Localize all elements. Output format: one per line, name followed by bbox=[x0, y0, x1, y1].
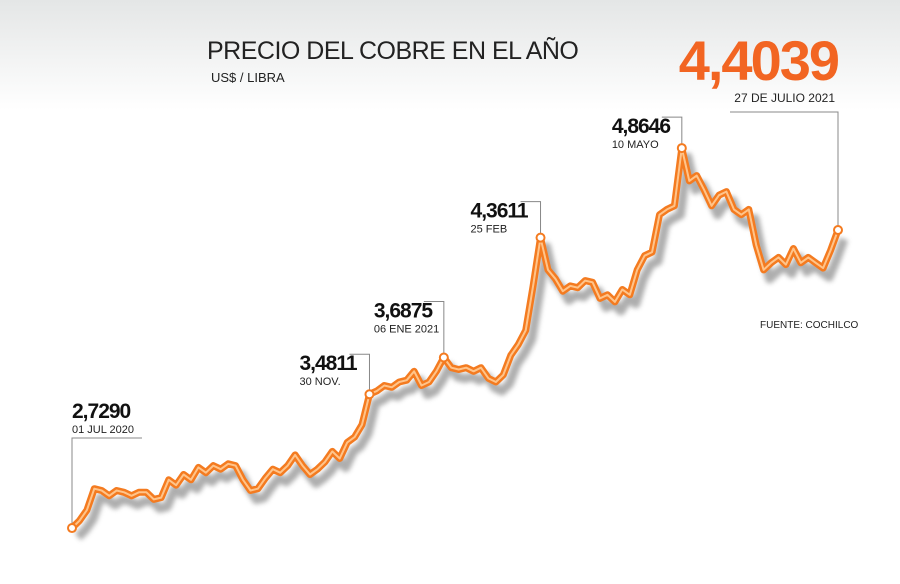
leader-line bbox=[423, 301, 445, 358]
leader-line bbox=[730, 111, 839, 231]
chart-title: PRECIO DEL COBRE EN EL AÑO bbox=[207, 36, 578, 65]
leader-line bbox=[520, 201, 542, 238]
headline-value: 4,4039 bbox=[679, 29, 839, 92]
annotation-date: 01 JUL 2020 bbox=[72, 424, 134, 436]
line-shadow bbox=[74, 152, 849, 541]
annotation-value: 3,4811 bbox=[299, 352, 357, 375]
annotation-marker bbox=[535, 232, 546, 243]
leader-line bbox=[349, 353, 370, 395]
annotation-date: 06 ENE 2021 bbox=[374, 324, 439, 336]
annotation-value: 4,3611 bbox=[471, 200, 529, 223]
annotation-marker bbox=[438, 352, 449, 363]
headline-date: 27 DE JULIO 2021 bbox=[734, 91, 835, 105]
annotation-marker bbox=[67, 523, 77, 534]
annotation-date: 10 MAYO bbox=[612, 139, 659, 151]
annotation-marker bbox=[833, 225, 843, 236]
annotation-marker bbox=[364, 389, 375, 400]
leader-line bbox=[71, 437, 142, 529]
leader-line bbox=[661, 116, 683, 149]
annotation-value: 4,8646 bbox=[612, 115, 671, 138]
annotation-marker bbox=[676, 143, 687, 154]
chart-subtitle: US$ / LIBRA bbox=[211, 70, 285, 85]
header-band bbox=[0, 0, 900, 110]
annotation-date: 30 NOV. bbox=[299, 376, 340, 388]
annotation-value: 2,7290 bbox=[72, 400, 131, 423]
annotation-value: 3,6875 bbox=[374, 300, 434, 323]
line-highlight bbox=[71, 147, 839, 529]
annotation-date: 25 FEB bbox=[471, 224, 508, 236]
source: FUENTE: COCHILCO bbox=[760, 320, 859, 331]
